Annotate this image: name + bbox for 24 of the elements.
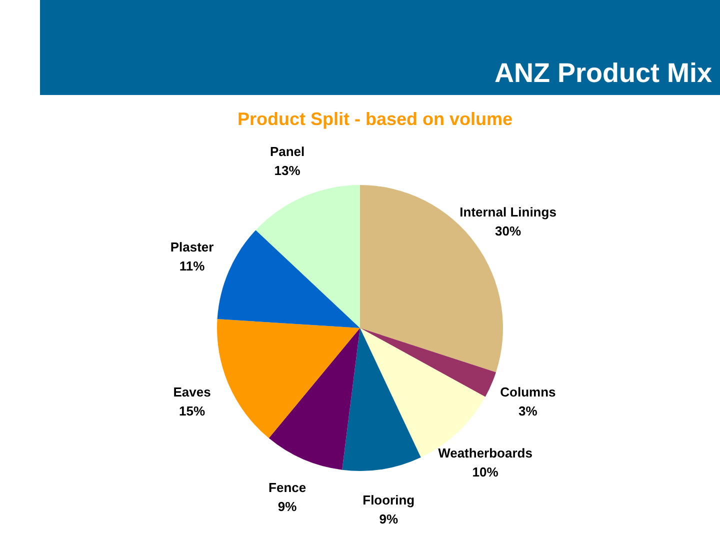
chart-subtitle: Product Split - based on volume	[237, 109, 513, 129]
slice-label: Columns	[500, 384, 556, 400]
data-label: 13%	[274, 163, 301, 178]
pie-slice	[217, 319, 360, 438]
slice-label: Flooring	[362, 492, 415, 508]
data-label: 9%	[278, 498, 298, 514]
data-label: 15%	[179, 404, 206, 419]
slice-label: Fence	[268, 480, 306, 495]
data-label: 9%	[379, 512, 398, 527]
slice-label: Eaves	[173, 384, 211, 400]
data-label: 10%	[472, 464, 499, 480]
chart-title: ANZ Product Mix	[494, 58, 712, 88]
data-label: 3%	[518, 404, 538, 419]
pie-slice	[360, 328, 496, 397]
data-label: 11%	[179, 258, 206, 274]
slice-label: Panel	[270, 144, 305, 160]
pie-slice	[268, 328, 360, 470]
pie-slice	[217, 230, 360, 328]
slice-label: Weatherboards	[438, 445, 532, 460]
data-label: 30%	[495, 223, 522, 238]
slice-label: Internal Linings	[460, 204, 556, 220]
pie-slice	[342, 328, 421, 471]
slice-label: Plaster	[170, 239, 214, 254]
pie-slice	[256, 185, 360, 328]
